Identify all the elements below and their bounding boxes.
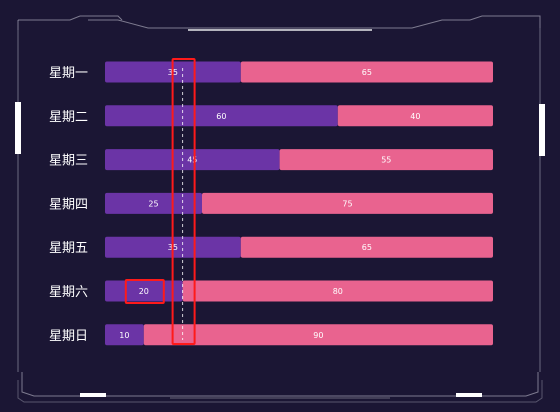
- category-label: 星期三: [49, 154, 88, 169]
- category-label: 星期一: [49, 66, 88, 81]
- data-label: 90: [313, 331, 323, 340]
- bar-segment: [105, 192, 202, 214]
- bar-segment: [105, 324, 144, 346]
- data-label: 20: [139, 287, 149, 296]
- data-label: 60: [216, 112, 226, 121]
- data-label: 80: [333, 287, 343, 296]
- bar-segment: [202, 192, 493, 214]
- data-label: 10: [119, 331, 129, 340]
- data-label: 55: [381, 156, 391, 165]
- highlight-value-box: [124, 279, 165, 304]
- data-label: 65: [362, 68, 372, 77]
- bar-segment: [240, 61, 493, 83]
- category-label: 星期五: [49, 241, 88, 256]
- bar-segment: [105, 149, 280, 171]
- data-label: 25: [148, 199, 158, 208]
- bar-segment: [182, 280, 493, 302]
- category-label: 星期四: [49, 197, 88, 212]
- category-label: 星期日: [49, 329, 88, 344]
- data-label: 65: [362, 243, 372, 252]
- bar-segment: [105, 105, 338, 127]
- data-label: 45: [187, 156, 197, 165]
- bar-segment: [279, 149, 493, 171]
- category-label: 星期六: [49, 285, 88, 300]
- data-label: 40: [410, 112, 420, 121]
- category-label: 星期二: [49, 110, 88, 125]
- data-label: 75: [342, 199, 352, 208]
- highlight-column-box: [171, 58, 196, 345]
- bar-segment: [143, 324, 494, 346]
- bar-segment: [337, 105, 493, 127]
- bar-segment: [240, 236, 493, 258]
